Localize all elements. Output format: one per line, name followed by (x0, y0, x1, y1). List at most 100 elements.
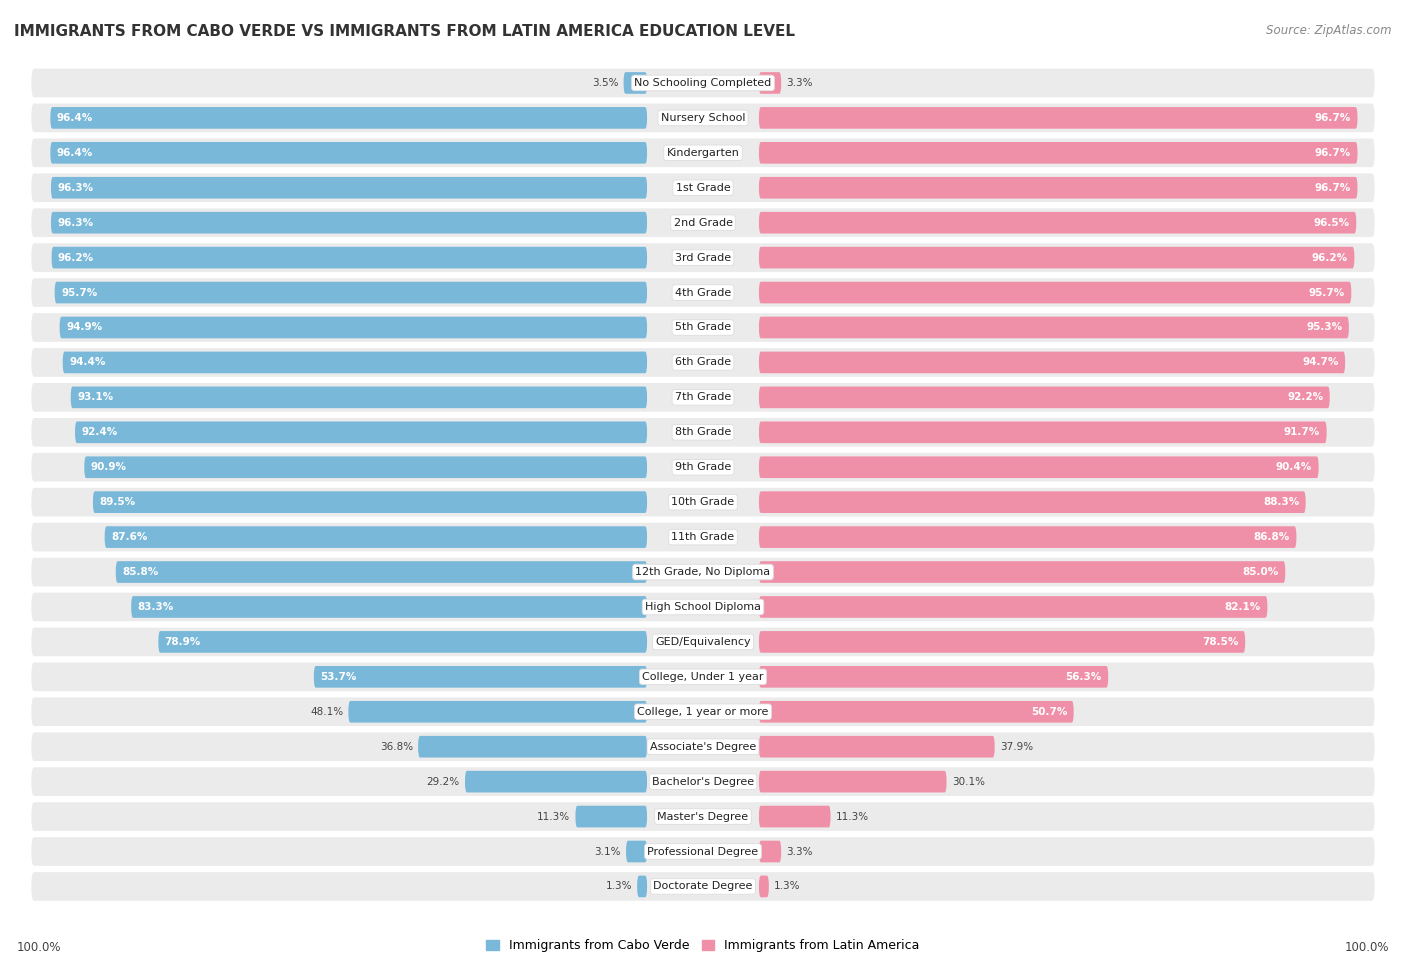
Text: 11.3%: 11.3% (537, 811, 571, 822)
FancyBboxPatch shape (418, 736, 647, 758)
Text: 48.1%: 48.1% (311, 707, 343, 717)
FancyBboxPatch shape (31, 628, 1375, 656)
Text: 78.5%: 78.5% (1202, 637, 1239, 646)
FancyBboxPatch shape (31, 523, 1375, 552)
FancyBboxPatch shape (104, 526, 647, 548)
Text: College, Under 1 year: College, Under 1 year (643, 672, 763, 682)
Text: 94.7%: 94.7% (1302, 358, 1339, 368)
Text: GED/Equivalency: GED/Equivalency (655, 637, 751, 646)
Text: College, 1 year or more: College, 1 year or more (637, 707, 769, 717)
Text: 90.4%: 90.4% (1277, 462, 1312, 472)
Text: 94.9%: 94.9% (66, 323, 103, 332)
Text: 30.1%: 30.1% (952, 777, 984, 787)
FancyBboxPatch shape (31, 558, 1375, 586)
FancyBboxPatch shape (31, 244, 1375, 272)
Text: 29.2%: 29.2% (426, 777, 460, 787)
FancyBboxPatch shape (59, 317, 647, 338)
Text: 96.7%: 96.7% (1315, 148, 1351, 158)
FancyBboxPatch shape (31, 103, 1375, 133)
Text: 96.7%: 96.7% (1315, 113, 1351, 123)
FancyBboxPatch shape (759, 526, 1296, 548)
Text: High School Diploma: High School Diploma (645, 602, 761, 612)
Text: 12th Grade, No Diploma: 12th Grade, No Diploma (636, 567, 770, 577)
FancyBboxPatch shape (84, 456, 647, 478)
FancyBboxPatch shape (575, 805, 647, 828)
Text: 94.4%: 94.4% (69, 358, 105, 368)
FancyBboxPatch shape (759, 771, 946, 793)
Text: 90.9%: 90.9% (91, 462, 127, 472)
Text: 6th Grade: 6th Grade (675, 358, 731, 368)
Text: 1st Grade: 1st Grade (676, 182, 730, 193)
Text: 93.1%: 93.1% (77, 392, 114, 403)
Text: 3.1%: 3.1% (595, 846, 621, 856)
FancyBboxPatch shape (70, 386, 647, 409)
Text: 56.3%: 56.3% (1066, 672, 1102, 682)
FancyBboxPatch shape (31, 68, 1375, 98)
FancyBboxPatch shape (759, 456, 1319, 478)
FancyBboxPatch shape (759, 666, 1108, 687)
FancyBboxPatch shape (51, 212, 647, 234)
FancyBboxPatch shape (759, 352, 1346, 373)
FancyBboxPatch shape (31, 453, 1375, 482)
Text: 3.3%: 3.3% (786, 846, 813, 856)
Text: Source: ZipAtlas.com: Source: ZipAtlas.com (1267, 24, 1392, 37)
Text: 96.2%: 96.2% (1312, 253, 1348, 262)
Text: 95.7%: 95.7% (60, 288, 97, 297)
Text: 85.0%: 85.0% (1243, 567, 1279, 577)
Text: 2nd Grade: 2nd Grade (673, 217, 733, 228)
Text: 96.3%: 96.3% (58, 217, 94, 228)
FancyBboxPatch shape (759, 840, 782, 862)
Text: 53.7%: 53.7% (321, 672, 357, 682)
Text: 96.2%: 96.2% (58, 253, 94, 262)
Text: 11.3%: 11.3% (835, 811, 869, 822)
FancyBboxPatch shape (52, 247, 647, 268)
Text: 89.5%: 89.5% (100, 497, 135, 507)
FancyBboxPatch shape (759, 876, 769, 897)
FancyBboxPatch shape (759, 386, 1330, 409)
FancyBboxPatch shape (637, 876, 647, 897)
Text: 95.7%: 95.7% (1309, 288, 1346, 297)
Text: 92.4%: 92.4% (82, 427, 118, 438)
FancyBboxPatch shape (55, 282, 647, 303)
Text: Nursery School: Nursery School (661, 113, 745, 123)
Text: 78.9%: 78.9% (165, 637, 201, 646)
FancyBboxPatch shape (31, 278, 1375, 307)
Text: 91.7%: 91.7% (1284, 427, 1320, 438)
Text: 10th Grade: 10th Grade (672, 497, 734, 507)
FancyBboxPatch shape (51, 142, 647, 164)
Text: 3.3%: 3.3% (786, 78, 813, 88)
FancyBboxPatch shape (759, 212, 1357, 234)
FancyBboxPatch shape (31, 418, 1375, 447)
Text: Associate's Degree: Associate's Degree (650, 742, 756, 752)
Text: 82.1%: 82.1% (1225, 602, 1261, 612)
Text: 4th Grade: 4th Grade (675, 288, 731, 297)
Text: 50.7%: 50.7% (1031, 707, 1067, 717)
FancyBboxPatch shape (31, 838, 1375, 866)
FancyBboxPatch shape (314, 666, 647, 687)
FancyBboxPatch shape (159, 631, 647, 652)
FancyBboxPatch shape (31, 732, 1375, 761)
Text: 86.8%: 86.8% (1254, 532, 1289, 542)
Text: 92.2%: 92.2% (1288, 392, 1323, 403)
Text: 36.8%: 36.8% (380, 742, 413, 752)
FancyBboxPatch shape (31, 593, 1375, 621)
Text: Doctorate Degree: Doctorate Degree (654, 881, 752, 891)
FancyBboxPatch shape (759, 142, 1358, 164)
Text: IMMIGRANTS FROM CABO VERDE VS IMMIGRANTS FROM LATIN AMERICA EDUCATION LEVEL: IMMIGRANTS FROM CABO VERDE VS IMMIGRANTS… (14, 24, 794, 39)
FancyBboxPatch shape (31, 348, 1375, 376)
Text: 83.3%: 83.3% (138, 602, 174, 612)
FancyBboxPatch shape (31, 488, 1375, 517)
Text: 85.8%: 85.8% (122, 567, 159, 577)
FancyBboxPatch shape (31, 313, 1375, 342)
FancyBboxPatch shape (31, 174, 1375, 202)
Text: 96.4%: 96.4% (56, 113, 93, 123)
FancyBboxPatch shape (759, 631, 1246, 652)
FancyBboxPatch shape (759, 491, 1306, 513)
Text: 8th Grade: 8th Grade (675, 427, 731, 438)
FancyBboxPatch shape (626, 840, 647, 862)
Text: 9th Grade: 9th Grade (675, 462, 731, 472)
FancyBboxPatch shape (51, 176, 647, 199)
Text: 3.5%: 3.5% (592, 78, 619, 88)
FancyBboxPatch shape (759, 317, 1348, 338)
FancyBboxPatch shape (63, 352, 647, 373)
